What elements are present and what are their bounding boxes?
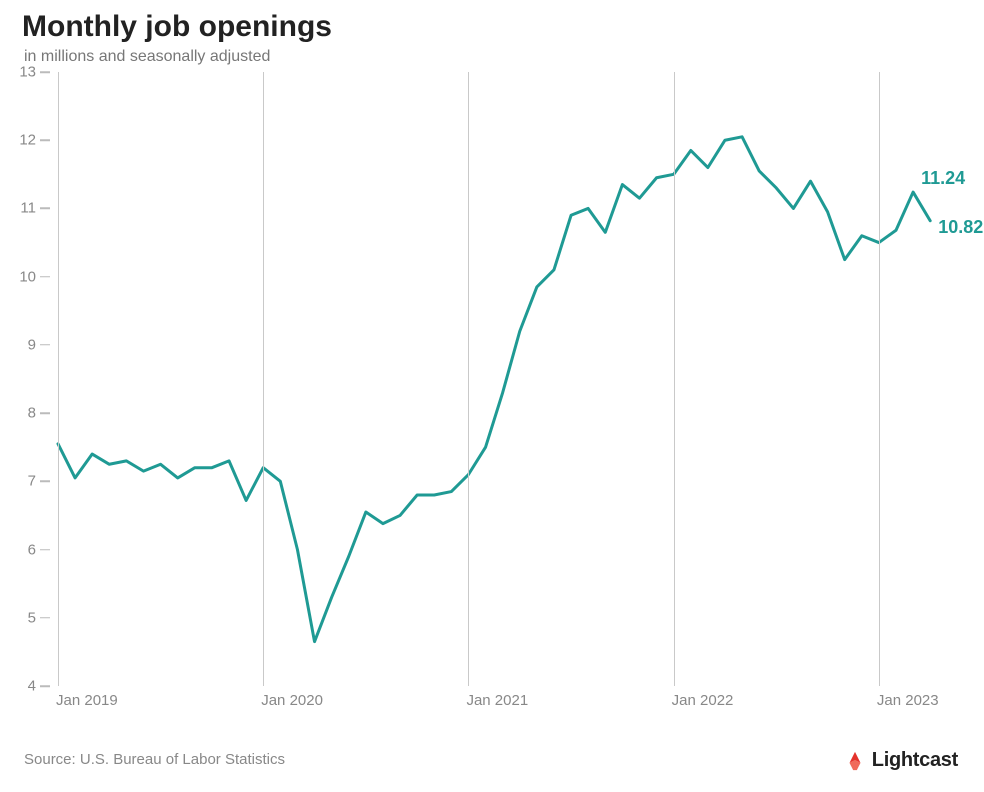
y-tick-label: 10 (19, 268, 36, 285)
y-tick-mark (40, 344, 50, 346)
source-attribution: Source: U.S. Bureau of Labor Statistics (24, 751, 285, 768)
y-tick-mark (40, 549, 50, 551)
data-line (58, 137, 930, 642)
vertical-gridline (58, 72, 59, 686)
lightcast-icon (844, 750, 866, 772)
y-tick-mark (40, 412, 50, 414)
vertical-gridline (674, 72, 675, 686)
y-tick-mark (40, 276, 50, 278)
y-tick-mark (40, 685, 50, 687)
y-tick-label: 13 (19, 64, 36, 81)
y-tick-label: 4 (28, 678, 36, 695)
y-tick-label: 7 (28, 473, 36, 490)
vertical-gridline (468, 72, 469, 686)
y-tick-mark (40, 139, 50, 141)
chart-subtitle: in millions and seasonally adjusted (24, 48, 270, 66)
x-tick-label: Jan 2022 (672, 692, 734, 709)
vertical-gridline (879, 72, 880, 686)
series-end-label: 10.82 (938, 217, 983, 238)
vertical-gridline (263, 72, 264, 686)
y-tick-label: 5 (28, 609, 36, 626)
x-tick-label: Jan 2019 (56, 692, 118, 709)
y-tick-label: 11 (20, 200, 36, 217)
chart-title: Monthly job openings (22, 10, 332, 44)
brand-text: Lightcast (872, 749, 958, 772)
y-tick-label: 9 (28, 336, 36, 353)
plot-area: 45678910111213Jan 2019Jan 2020Jan 2021Ja… (58, 72, 896, 686)
series-end-label: 11.24 (921, 168, 965, 189)
y-tick-label: 6 (28, 541, 36, 558)
chart-container: Monthly job openings in millions and sea… (0, 0, 984, 792)
x-tick-label: Jan 2023 (877, 692, 939, 709)
y-tick-mark (40, 481, 50, 483)
y-tick-mark (40, 71, 50, 73)
line-plot-svg (58, 72, 896, 686)
y-tick-label: 8 (28, 405, 36, 422)
y-tick-mark (40, 617, 50, 619)
x-tick-label: Jan 2020 (261, 692, 323, 709)
brand-logo: Lightcast (844, 749, 958, 772)
y-tick-mark (40, 208, 50, 210)
y-tick-label: 12 (19, 132, 36, 149)
x-tick-label: Jan 2021 (466, 692, 528, 709)
